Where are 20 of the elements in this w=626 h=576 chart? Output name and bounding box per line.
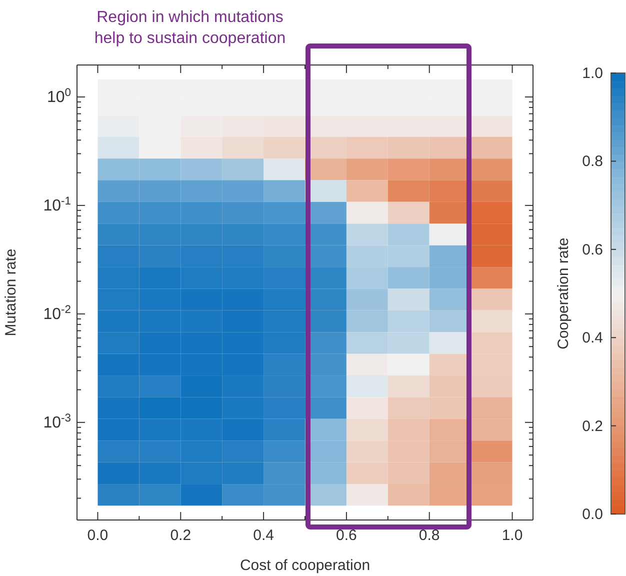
x-tick-label: 0.8 [418, 527, 440, 544]
y-tick-label: 10$^{-3}$ [43, 412, 71, 432]
y-tick-label: 10$^{-2}$ [43, 304, 71, 323]
y-axis-title: Mutation rate [2, 248, 20, 336]
color-bar-label: 0.8 [582, 153, 603, 170]
color-bar-label: 0.4 [582, 330, 603, 347]
y-tick-label: 10$^{0}$ [46, 86, 71, 106]
color-bar-label: 0.0 [582, 506, 603, 523]
color-bar-label: 0.2 [582, 418, 603, 435]
x-tick-label: 0.4 [253, 527, 274, 544]
x-tick-label: 1.0 [502, 527, 523, 544]
x-axis-title: Cost of cooperation [240, 557, 370, 574]
y-tick-label: 10$^{-1}$ [43, 195, 71, 214]
x-tick-label: 0.6 [336, 527, 357, 544]
text: Region in which mutations help to sustain cooperation [94, 9, 286, 47]
x-tick-label: 0.2 [170, 527, 192, 544]
x-tick-label: 0.0 [87, 527, 108, 544]
color-bar-title: Cooperation rate [555, 238, 572, 350]
color-bar-label: 1.0 [582, 65, 603, 82]
color-bar-label: 0.6 [582, 241, 603, 258]
